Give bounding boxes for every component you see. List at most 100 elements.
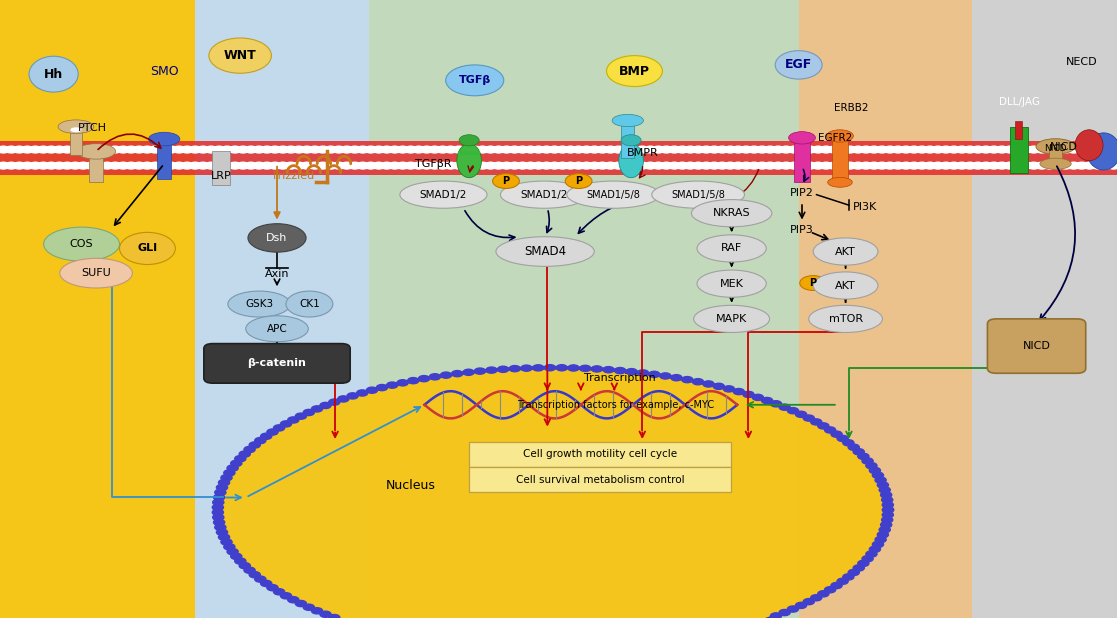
Circle shape — [628, 146, 640, 153]
Circle shape — [189, 146, 201, 153]
Circle shape — [668, 163, 680, 169]
Circle shape — [366, 387, 378, 393]
Circle shape — [223, 470, 235, 476]
Circle shape — [612, 163, 624, 169]
Circle shape — [956, 146, 968, 153]
Circle shape — [596, 146, 609, 153]
Circle shape — [308, 163, 321, 169]
Text: SUFU: SUFU — [82, 268, 111, 278]
Ellipse shape — [827, 130, 853, 142]
Circle shape — [389, 163, 401, 169]
Circle shape — [660, 146, 672, 153]
Circle shape — [831, 431, 842, 438]
Circle shape — [787, 163, 800, 169]
Ellipse shape — [1037, 139, 1075, 154]
Circle shape — [452, 163, 465, 169]
Ellipse shape — [607, 56, 662, 87]
Ellipse shape — [286, 291, 333, 317]
Circle shape — [445, 146, 457, 153]
Circle shape — [221, 475, 232, 481]
Text: SMAD1/2: SMAD1/2 — [420, 190, 467, 200]
Circle shape — [875, 536, 886, 543]
Circle shape — [645, 146, 657, 153]
Circle shape — [780, 163, 792, 169]
Circle shape — [452, 146, 465, 153]
Circle shape — [300, 146, 313, 153]
Circle shape — [831, 582, 842, 588]
Circle shape — [638, 370, 649, 376]
Circle shape — [803, 599, 814, 605]
Ellipse shape — [800, 276, 827, 290]
Circle shape — [676, 163, 688, 169]
Circle shape — [319, 611, 331, 617]
Circle shape — [764, 146, 776, 153]
Circle shape — [743, 391, 754, 397]
Circle shape — [45, 146, 57, 153]
Circle shape — [660, 373, 671, 379]
Circle shape — [980, 146, 992, 153]
Circle shape — [533, 163, 545, 169]
Text: SMAD4: SMAD4 — [524, 245, 566, 258]
Ellipse shape — [691, 200, 772, 227]
FancyBboxPatch shape — [203, 344, 351, 383]
Circle shape — [779, 609, 790, 616]
Circle shape — [61, 146, 74, 153]
Circle shape — [280, 593, 292, 599]
Circle shape — [866, 551, 877, 557]
Circle shape — [451, 371, 462, 377]
Ellipse shape — [246, 316, 308, 342]
Circle shape — [516, 146, 528, 153]
Circle shape — [771, 613, 782, 618]
Circle shape — [882, 512, 894, 518]
Text: BMP: BMP — [619, 64, 650, 78]
Circle shape — [645, 163, 657, 169]
Ellipse shape — [70, 127, 82, 132]
Circle shape — [880, 522, 891, 528]
Circle shape — [204, 163, 217, 169]
Ellipse shape — [500, 181, 588, 208]
Ellipse shape — [813, 272, 878, 299]
Circle shape — [325, 146, 337, 153]
Circle shape — [858, 453, 869, 459]
Ellipse shape — [775, 51, 822, 79]
Circle shape — [157, 146, 170, 153]
Text: SMAD1/5/8: SMAD1/5/8 — [671, 190, 725, 200]
Circle shape — [733, 389, 744, 395]
Circle shape — [548, 146, 561, 153]
Circle shape — [708, 163, 720, 169]
Ellipse shape — [459, 135, 479, 146]
Circle shape — [703, 381, 714, 387]
Circle shape — [308, 146, 321, 153]
Circle shape — [820, 163, 832, 169]
Text: WNT: WNT — [223, 49, 257, 62]
Circle shape — [213, 163, 226, 169]
Circle shape — [373, 146, 385, 153]
Circle shape — [693, 379, 704, 385]
Circle shape — [288, 417, 299, 423]
Text: SMO: SMO — [150, 64, 179, 78]
Ellipse shape — [612, 114, 643, 127]
Circle shape — [660, 163, 672, 169]
Circle shape — [852, 163, 865, 169]
Text: GSK3: GSK3 — [245, 299, 274, 309]
Text: CK1: CK1 — [299, 299, 319, 309]
Circle shape — [204, 146, 217, 153]
Circle shape — [787, 146, 800, 153]
Circle shape — [756, 146, 768, 153]
Bar — [1010, 127, 1028, 173]
Circle shape — [881, 497, 892, 503]
Circle shape — [693, 163, 705, 169]
Circle shape — [612, 146, 624, 153]
Circle shape — [848, 444, 859, 451]
Circle shape — [381, 146, 393, 153]
Circle shape — [181, 146, 193, 153]
Ellipse shape — [493, 174, 519, 188]
Ellipse shape — [652, 181, 744, 208]
Circle shape — [244, 446, 255, 452]
Circle shape — [21, 146, 34, 153]
Circle shape — [485, 163, 497, 169]
Circle shape — [213, 519, 225, 525]
Circle shape — [277, 163, 289, 169]
Text: TGFβ: TGFβ — [459, 75, 490, 85]
Text: Dsh: Dsh — [266, 233, 288, 243]
